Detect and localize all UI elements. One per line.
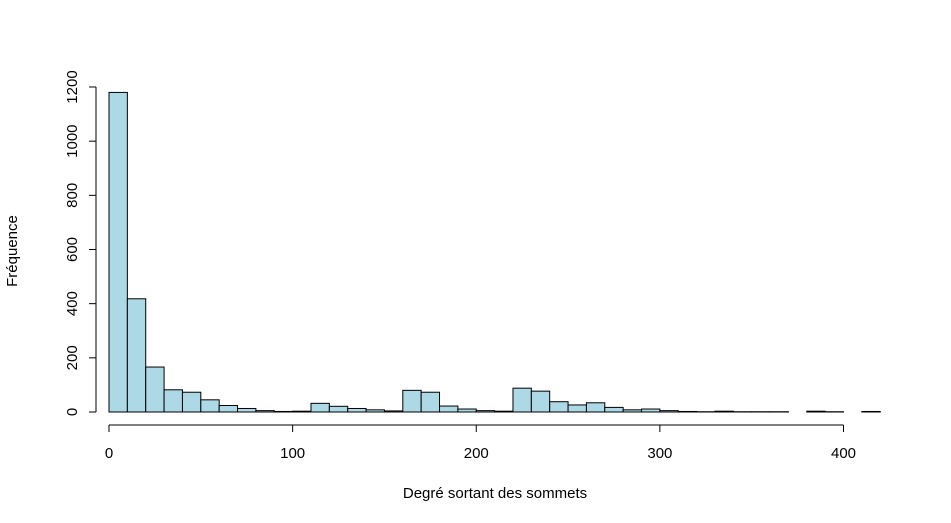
y-tick-label: 400 [64,291,81,316]
histogram-bar [530,390,551,413]
y-axis: 0 200 400 600 800 1000 1200 [64,70,97,416]
histogram-bar [585,402,606,413]
histogram-bar [255,410,275,413]
x-tick-label: 400 [831,445,856,462]
x-axis: 0 100 200 300 400 [105,424,856,462]
y-tick-label: 1000 [64,124,81,157]
histogram-bars [108,91,881,413]
histogram-bar [806,410,826,413]
y-tick-label: 600 [64,237,81,262]
histogram-bar [567,404,587,413]
y-tick-label: 800 [64,183,81,208]
x-tick-label: 300 [647,445,672,462]
histogram-bar [622,409,643,413]
histogram-bar [420,391,441,413]
histogram-bar [475,410,496,413]
histogram-bar [383,410,404,413]
histogram-bar [604,406,624,413]
histogram-bar [310,402,330,413]
histogram-bar [126,298,147,413]
histogram-bar [677,410,698,413]
histogram-bar [365,409,385,413]
y-tick-label: 1200 [64,70,81,103]
histogram-bar [273,410,294,413]
x-tick-label: 0 [105,445,113,462]
y-tick-label: 200 [64,345,81,370]
histogram-bar [237,407,257,413]
x-tick-label: 100 [280,445,305,462]
x-tick-label: 200 [464,445,489,462]
histogram-bar [292,410,312,413]
histogram-bar [659,410,679,413]
histogram-bar [439,405,459,413]
histogram-bar [328,405,349,413]
histogram-bar [218,405,239,413]
histogram-bar [145,366,165,413]
histogram-bar [163,389,183,413]
histogram-bar [108,91,128,413]
histogram-bar [181,391,202,413]
y-tick-label: 0 [64,408,81,416]
histogram-bar [402,389,422,413]
x-axis-title: Degré sortant des sommets [403,485,587,502]
histogram-bar [494,410,514,413]
histogram-bar [861,410,881,413]
histogram-bar [457,408,477,413]
histogram-bar [512,387,532,413]
y-axis-title: Fréquence [4,215,21,287]
histogram-bar [714,410,734,413]
histogram-bar [549,401,569,413]
histogram-bar [347,407,367,413]
histogram-bar [200,399,220,413]
histogram-bar [641,408,661,413]
